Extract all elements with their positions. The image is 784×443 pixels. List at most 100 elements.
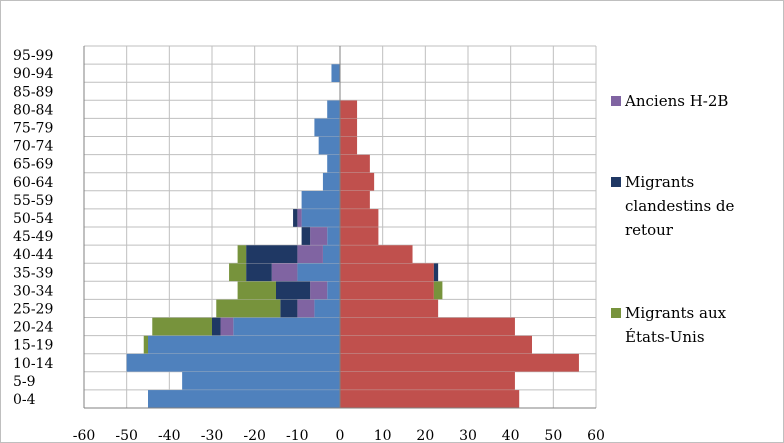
- bar-s4-25-29: [216, 299, 281, 318]
- bar-s3-30-34: [276, 281, 311, 300]
- y-tick-labels: 0-4 5-9 10-14 15-19 20-24 25-29 30-34 35-39 40-4…: [13, 48, 53, 408]
- bar-s2-40-44: [297, 245, 323, 264]
- legend-label-line-1-2: retour: [625, 221, 674, 239]
- y-tick-label-15-19: 15-19: [13, 338, 53, 354]
- y-tick-label-55-59: 55-59: [13, 193, 53, 209]
- x-tick-label-40: 40: [502, 428, 520, 443]
- bar-s2-20-24: [220, 317, 234, 336]
- bar-s1-80-84: [340, 100, 358, 119]
- x-tick-label-50: -50: [115, 428, 138, 443]
- bar-s0-5-9: [182, 371, 340, 390]
- bar-s1-40-44: [340, 245, 413, 264]
- bar-s1-10-14: [340, 353, 579, 372]
- bar-s3-20-24: [212, 317, 221, 336]
- bar-s3-50-54: [293, 209, 298, 227]
- y-tick-label-20-24: 20-24: [13, 320, 53, 336]
- y-tick-label-65-69: 65-69: [13, 157, 53, 173]
- legend-swatch-0: [611, 96, 621, 106]
- y-tick-label-95-99: 95-99: [13, 48, 53, 64]
- bar-s3-45-49: [301, 227, 311, 245]
- legend-label-line-2-1: États-Unis: [625, 328, 705, 346]
- x-tick-label-0: 0: [336, 428, 345, 443]
- x-tick-label-20: -20: [243, 428, 266, 443]
- x-tick-label-30: -30: [201, 428, 224, 443]
- bar-s1-50-54: [340, 209, 379, 227]
- bar-s0-30-34: [327, 281, 340, 300]
- x-tick-label-60: 60: [587, 428, 605, 443]
- bar-s1-5-9: [340, 371, 515, 390]
- y-tick-label-60-64: 60-64: [13, 175, 53, 191]
- legend-label-line-2-0: Migrants aux: [625, 304, 727, 322]
- bar-s1-45-49: [340, 227, 379, 245]
- legend-label-line-1-1: clandestins de: [625, 197, 735, 215]
- bar-s4-20-24: [152, 317, 212, 336]
- bar-s4-30-34: [237, 281, 276, 300]
- y-tick-label-30-34: 30-34: [13, 283, 53, 299]
- bar-s2-45-49: [310, 227, 328, 245]
- bar-s2-30-34: [310, 281, 328, 300]
- legend-swatch-2: [611, 308, 621, 318]
- bar-s0-10-14: [126, 353, 341, 372]
- x-tick-label-50: 50: [544, 428, 562, 443]
- legend-label-2: Migrants aux États-Unis: [625, 304, 727, 346]
- x-tick-label-20: 20: [416, 428, 434, 443]
- bar-s0-90-94: [331, 64, 340, 83]
- bar-s1-55-59: [340, 190, 370, 209]
- y-tick-label-10-14: 10-14: [13, 356, 53, 372]
- legend-label-1: Migrants clandestins de retour: [625, 173, 735, 239]
- bar-s0-15-19: [148, 335, 340, 354]
- bar-s3-25-29: [280, 299, 298, 318]
- y-tick-label-0-4: 0-4: [13, 392, 36, 408]
- bar-s1-70-74: [340, 136, 358, 155]
- bar-s1-0-4: [340, 390, 520, 408]
- bar-s4-40-44: [237, 245, 247, 264]
- y-tick-label-85-89: 85-89: [13, 84, 53, 100]
- y-tick-label-40-44: 40-44: [13, 247, 53, 263]
- bar-s0-65-69: [327, 154, 340, 173]
- legend-label-line-1-0: Migrants: [625, 173, 694, 191]
- bar-s0-0-4: [148, 390, 340, 408]
- bar-s0-25-29: [314, 299, 340, 318]
- bar-s0-20-24: [233, 317, 340, 336]
- bar-s1-30-34: [340, 281, 434, 300]
- y-tick-label-70-74: 70-74: [13, 139, 53, 155]
- bar-s1-15-19: [340, 335, 532, 354]
- bar-s0-55-59: [301, 190, 340, 209]
- bar-s0-45-49: [327, 227, 340, 245]
- bar-s2-35-39: [271, 263, 298, 282]
- y-tick-label-50-54: 50-54: [13, 211, 53, 227]
- bar-s3-35-39: [246, 263, 272, 282]
- y-tick-label-25-29: 25-29: [13, 301, 53, 317]
- bar-s0-40-44: [322, 245, 340, 264]
- bar-s1-25-29: [340, 299, 439, 318]
- y-tick-label-80-84: 80-84: [13, 102, 53, 118]
- bar-s2-50-54: [297, 209, 302, 227]
- x-tick-label-10: 10: [374, 428, 392, 443]
- legend: Anciens H-2B Migrants clandestins de retour…: [611, 92, 735, 346]
- bar-s1-35-39: [340, 263, 434, 282]
- y-tick-label-5-9: 5-9: [13, 374, 36, 390]
- x-tick-labels: -60 -50 -40 -30 -20 -10 0 10 20 30 40 50 60: [73, 428, 605, 443]
- bar-s0-75-79: [314, 118, 340, 137]
- y-tick-label-90-94: 90-94: [13, 66, 53, 82]
- legend-swatch-1: [611, 177, 621, 187]
- y-tick-label-75-79: 75-79: [13, 120, 53, 136]
- bar-s0-60-64: [322, 172, 340, 191]
- x-tick-label-40: -40: [158, 428, 181, 443]
- bar-s1-65-69: [340, 154, 370, 173]
- bar-s6-30-34: [433, 281, 443, 300]
- bar-s5-35-39: [433, 263, 439, 282]
- legend-label-0: Anciens H-2B: [624, 92, 728, 110]
- bar-s0-35-39: [297, 263, 340, 282]
- legend-label-line-0-0: Anciens H-2B: [624, 92, 728, 110]
- y-tick-label-35-39: 35-39: [13, 265, 53, 281]
- bar-s0-70-74: [318, 136, 340, 155]
- y-tick-label-45-49: 45-49: [13, 229, 53, 245]
- bar-s1-60-64: [340, 172, 375, 191]
- bar-s4-35-39: [229, 263, 247, 282]
- x-tick-label-10: -10: [286, 428, 309, 443]
- bar-s1-75-79: [340, 118, 358, 137]
- x-tick-label-30: 30: [459, 428, 477, 443]
- bar-s0-80-84: [327, 100, 340, 119]
